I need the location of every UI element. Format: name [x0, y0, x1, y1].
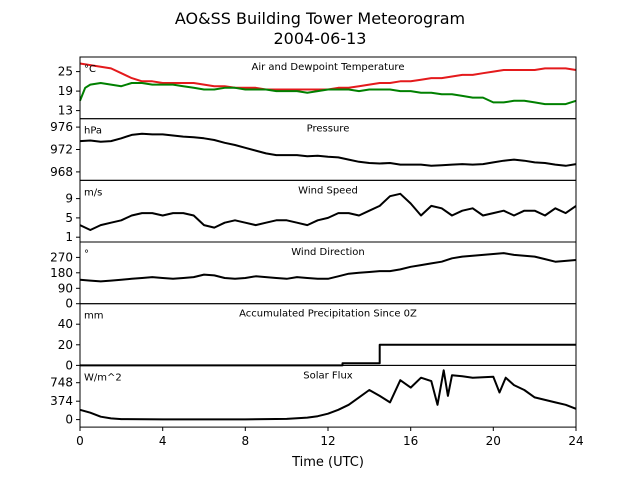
solar-series-line-0	[79, 369, 577, 421]
wind_dir-ytick-label: 270	[50, 250, 73, 264]
panel-solar: 0 374 748 W/m^2 Solar Flux	[50, 364, 577, 428]
solar-ytick-label: 0	[65, 413, 73, 427]
wind_speed-ytick-label: 5	[65, 211, 73, 225]
wind_dir-ytick-label: 180	[50, 266, 73, 280]
wind_speed-panel-title: Wind Speed	[298, 185, 358, 196]
pressure-ytick-label: 976	[50, 120, 73, 134]
precip-panel-title: Accumulated Precipitation Since 0Z	[239, 309, 417, 320]
pressure-ytick-label: 968	[50, 165, 73, 179]
wind_speed-unit-label: m/s	[84, 187, 102, 198]
figure-title: AO&SS Building Tower Meteorogram	[175, 9, 465, 28]
wind_dir-ytick-label: 0	[65, 297, 73, 311]
x-axis-label: Time (UTC)	[291, 455, 364, 470]
wind_dir-unit-label: °	[84, 249, 89, 260]
wind_speed-series-line-0	[79, 192, 577, 231]
wind_dir-series-line-0	[79, 252, 577, 283]
xtick-label: 12	[320, 434, 335, 448]
pressure-series-line-0	[79, 132, 577, 167]
wind_speed-ytick-label: 9	[65, 192, 73, 206]
panel-precip: 0 20 40 mm Accumulated Precipitation Since 0…	[58, 303, 577, 372]
precip-series-line-0	[80, 343, 576, 367]
xtick-label: 16	[403, 434, 418, 448]
temp-series-line-1	[79, 82, 577, 106]
solar-panel-title: Solar Flux	[303, 370, 353, 381]
xtick-label: 24	[568, 434, 583, 448]
wind_dir-ytick-label: 90	[58, 281, 73, 295]
panel-pressure: 968 972 976 hPa Pressure	[50, 118, 577, 181]
temp-ytick-label: 25	[58, 65, 73, 79]
precip-unit-label: mm	[84, 311, 103, 322]
x-axis: 0 4 8 12 16 20 24	[76, 427, 584, 448]
temp-panel-title: Air and Dewpoint Temperature	[252, 62, 405, 73]
pressure-unit-label: hPa	[84, 126, 102, 137]
precip-ytick-label: 20	[58, 338, 73, 352]
precip-ytick-label: 0	[65, 358, 73, 372]
temp-ytick-label: 13	[58, 104, 73, 118]
solar-ytick-label: 748	[50, 376, 73, 390]
temp-unit-label: °C	[84, 64, 96, 75]
pressure-panel-title: Pressure	[307, 124, 350, 135]
precip-ytick-label: 40	[58, 317, 73, 331]
figure-subtitle: 2004-06-13	[274, 29, 367, 48]
panel-temp: 13 19 25 °C Air and Dewpoint Temperature	[58, 56, 577, 120]
solar-unit-label: W/m^2	[84, 372, 122, 383]
xtick-label: 0	[76, 434, 84, 448]
solar-ytick-label: 374	[50, 394, 73, 408]
xtick-label: 8	[241, 434, 249, 448]
panel-wind_speed: 1 5 9 m/s Wind Speed	[65, 179, 577, 244]
pressure-ytick-label: 972	[50, 143, 73, 157]
wind_dir-panel-title: Wind Direction	[291, 247, 365, 258]
xtick-label: 4	[159, 434, 167, 448]
wind_speed-ytick-label: 1	[65, 230, 73, 244]
temp-ytick-label: 19	[58, 84, 73, 98]
xtick-label: 20	[486, 434, 501, 448]
